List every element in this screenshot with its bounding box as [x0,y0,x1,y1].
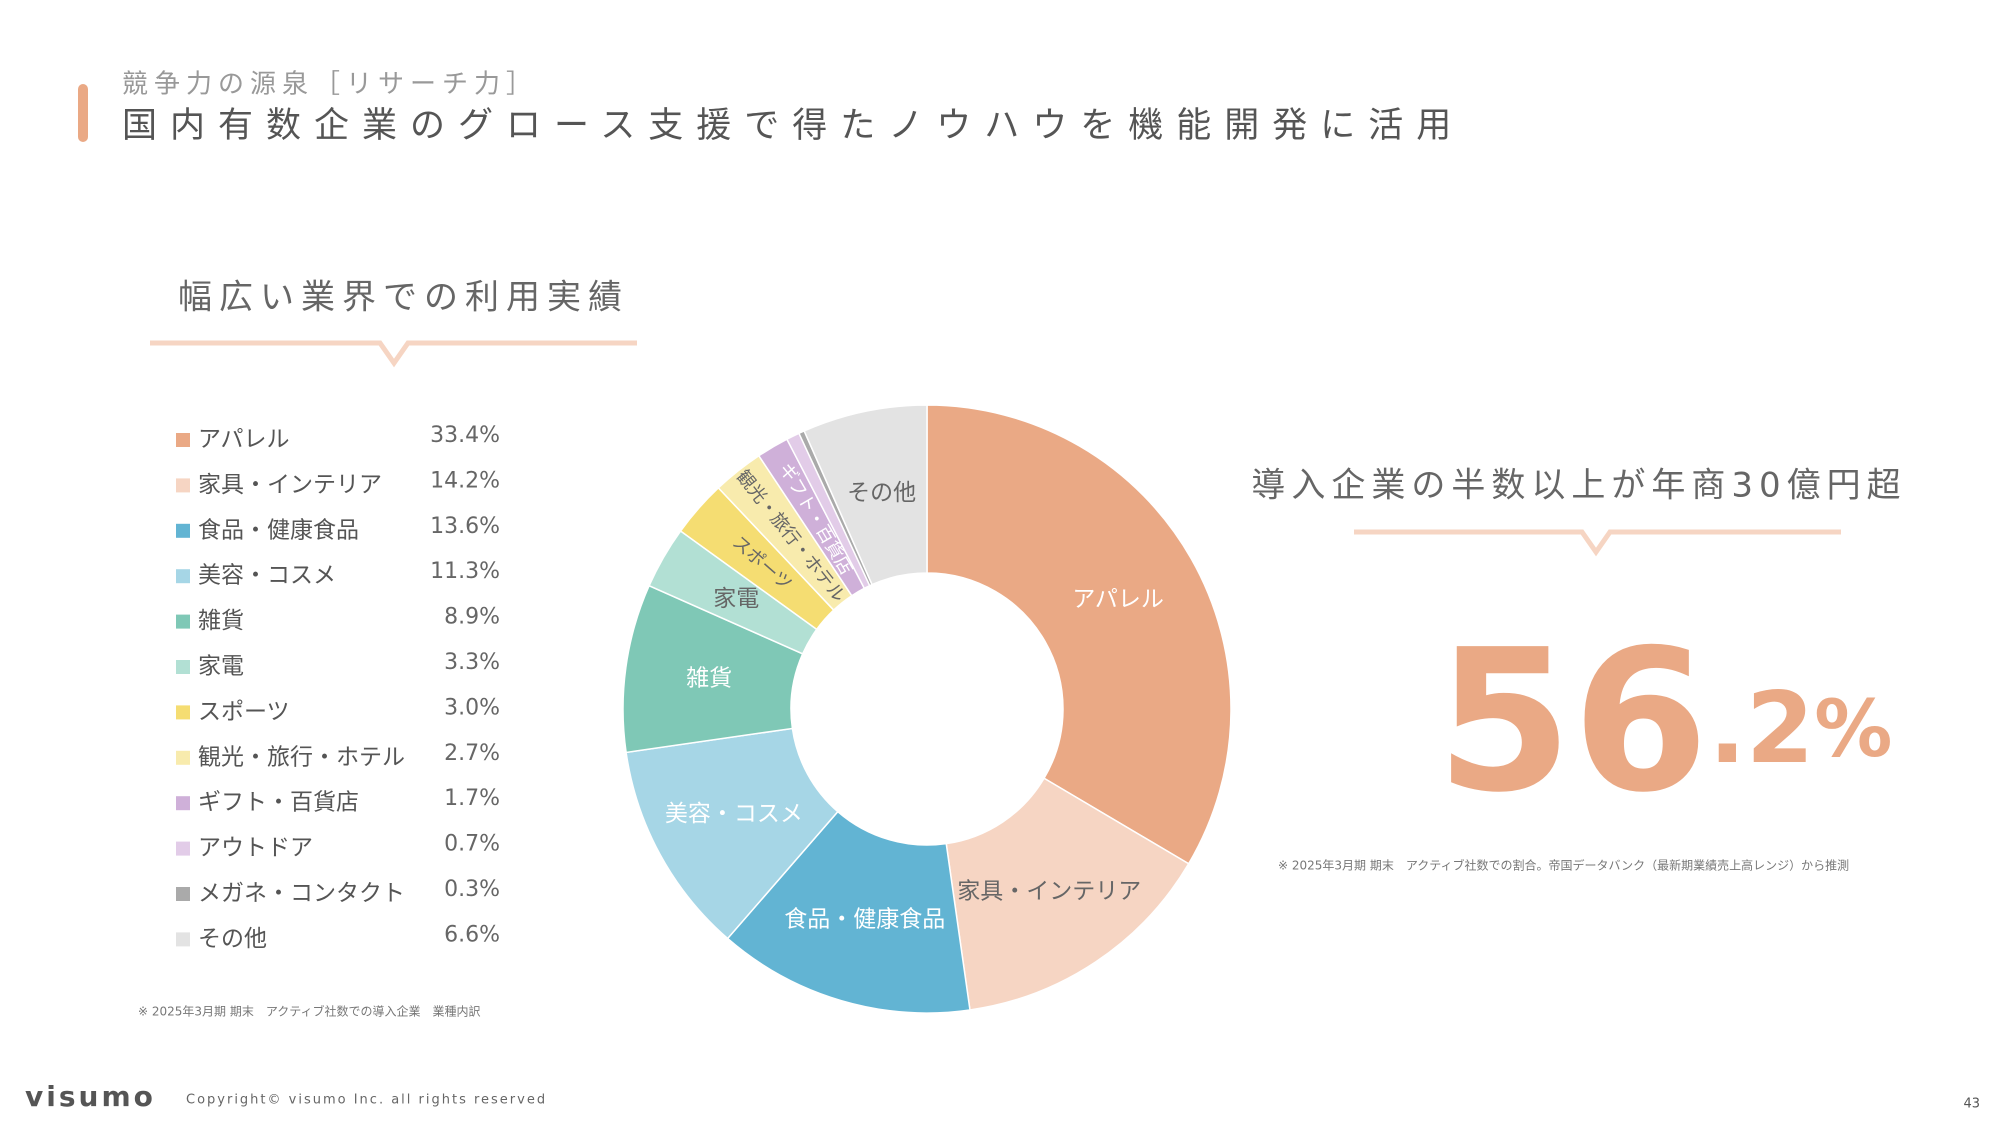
slice-label: 食品・健康食品 [784,907,945,933]
legend-value: 13.6% [430,514,500,539]
slice-label: その他 [847,480,916,506]
donut-slice [926,404,1232,865]
slice-label: 美容・コスメ [665,801,803,827]
slice-label: 家具・インテリア [957,878,1141,904]
legend-swatch [176,887,190,901]
legend-label: 美容・コスメ [198,563,336,589]
legend-swatch [176,523,190,538]
legend-value: 0.3% [444,877,500,902]
legend-value: 2.7% [444,741,500,766]
legend-swatch [176,796,190,811]
legend-swatch [176,841,190,856]
chart: アパレル 33.4% 家具・インテリア 14.2% 食品・健康食品 13.6% 美容・コスメ… [176,404,1232,1014]
legend-label: 観光・旅行・ホテル [198,744,405,770]
donut-slice [945,777,1190,1011]
title-underline [150,340,637,368]
legend-label: スポーツ [198,699,290,725]
legend-label: アウトドア [198,835,313,861]
legend-swatch [176,478,190,493]
header-kicker: 競争力の源泉［リサーチ力］ [122,70,538,100]
chart-title: 幅広い業界での利用実績 [178,278,629,318]
slice-label: 雑貨 [686,665,732,691]
chart-note: ※ 2025年3月期 期末 アクティブ社数での導入企業 業種内訳 [138,1004,481,1019]
donut-slice [625,727,839,940]
legend-label: 家電 [198,654,244,680]
legend-swatch [176,750,190,765]
legend-value: 3.0% [444,695,500,720]
legend-value: 8.9% [444,605,500,630]
header-title: 国内有数企業のグロース支援で得たノウハウを機能開発に活用 [122,106,1464,146]
legend-label: メガネ・コンタクト [198,881,405,907]
legend-value: 6.6% [444,922,500,947]
legend-swatch [176,569,190,584]
legend-label: 家具・インテリア [198,472,382,498]
highlight-number: 56.2% [1436,608,1892,836]
legend-swatch [176,705,190,720]
highlight-unit: % [1814,685,1892,775]
legend-swatch [176,614,190,629]
donut-slice [726,810,971,1014]
legend-value: 33.4% [430,423,500,448]
legend-label: ギフト・百貨店 [198,790,359,816]
legend-swatch [176,433,190,447]
highlight-underline [1354,529,1841,557]
legend-value: 0.7% [444,832,500,857]
highlight-title: 導入企業の半数以上が年商30億円超 [1251,466,1906,506]
highlight-note: ※ 2025年3月期 期末 アクティブ社数での割合。帝国データバンク（最新期業績… [1278,858,1849,873]
legend-label: 食品・健康食品 [198,517,359,543]
footer-logo: visumo [25,1080,156,1113]
legend-value: 14.2% [430,468,500,493]
donut-slice [803,404,928,586]
legend-value: 3.3% [444,650,500,675]
page-number: 43 [1963,1097,1980,1112]
legend-swatch [176,660,190,674]
legend-label: 雑貨 [198,608,244,634]
legend-label: アパレル [198,427,290,453]
header-accent [78,84,88,142]
legend-label: その他 [198,926,267,952]
legend-swatch [176,932,190,947]
slice-label: 家電 [713,586,759,612]
highlight-integer: 56 [1436,608,1709,836]
legend-value: 1.7% [444,786,500,811]
highlight-decimal: .2 [1709,672,1814,786]
slice-label: アパレル [1072,587,1164,613]
footer-copyright: Copyright© visumo Inc. all rights reserv… [186,1093,547,1108]
legend-value: 11.3% [430,559,500,584]
